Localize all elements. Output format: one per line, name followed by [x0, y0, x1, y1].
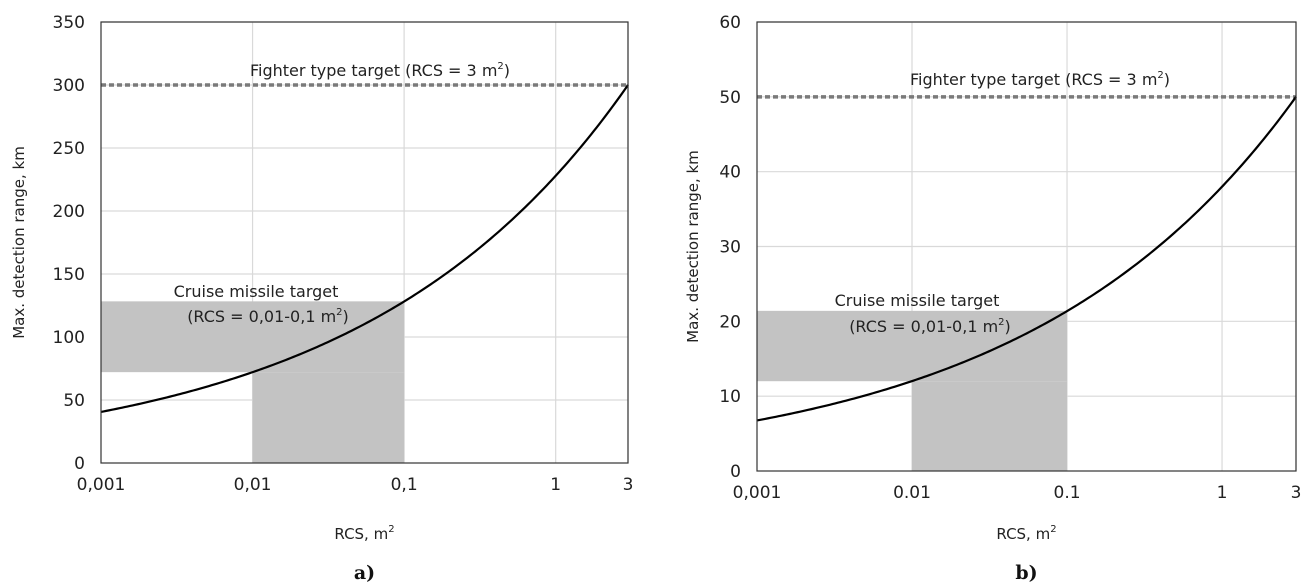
y-tick-label: 40 [719, 163, 741, 183]
plot-frame [756, 21, 1297, 472]
y-tick-label: 100 [53, 328, 85, 348]
y-tick-label: 250 [53, 139, 85, 159]
cruise-missile-rcs-label: (RCS = 0,01-0,1 m2) [849, 317, 1011, 336]
detection-range-curve [100, 84, 629, 414]
x-tick-label: 3 [623, 475, 634, 495]
y-tick-label: 150 [53, 265, 85, 285]
x-tick-label: 0,001 [77, 475, 126, 495]
x-tick-label: 0,01 [234, 475, 272, 495]
fighter-target-label: Fighter type target (RCS = 3 m2) [910, 70, 1170, 89]
x-tick-label: 0,1 [391, 475, 418, 495]
cruise-missile-label: Cruise missile target [835, 291, 1000, 310]
y-tick-label: 10 [719, 387, 741, 407]
x-tick-label: 0.1 [1054, 483, 1081, 503]
y-axis-title: Max. detection range, km [10, 146, 28, 339]
y-tick-label: 50 [719, 88, 741, 108]
cruise-missile-rcs-label: (RCS = 0,01-0,1 m2) [187, 307, 349, 326]
x-tick-label: 3 [1291, 483, 1302, 503]
chart-panel-a: 0 50 100 150 200 250 300 350 0,001 0,01 0,1 1 3 RCS, … [10, 13, 633, 584]
cruise-missile-rcs-band [252, 372, 405, 463]
detection-range-curve [756, 96, 1297, 422]
x-tick-label: 1 [1217, 483, 1228, 503]
cruise-missile-rcs-band [912, 381, 1068, 471]
x-axis-title: RCS, m2 [996, 524, 1056, 543]
cruise-missile-label: Cruise missile target [174, 282, 339, 301]
chart-panel-b: 0 10 20 30 40 50 60 0,001 0.01 0.1 1 3 RCS, m2 Max. d… [684, 13, 1301, 584]
panel-label: a) [354, 562, 375, 584]
y-tick-label: 300 [53, 76, 85, 96]
y-tick-label: 50 [63, 391, 85, 411]
y-tick-label: 200 [53, 202, 85, 222]
cruise-missile-range-band [757, 310, 1068, 382]
y-axis-title: Max. detection range, km [684, 150, 702, 343]
plot-frame [100, 21, 629, 464]
x-tick-label: 1 [550, 475, 561, 495]
y-tick-label: 350 [53, 13, 85, 33]
cruise-missile-range-band [101, 301, 405, 373]
x-tick-label: 0,001 [733, 483, 782, 503]
x-axis-title: RCS, m2 [334, 524, 394, 543]
x-tick-label: 0.01 [893, 483, 931, 503]
panel-label: b) [1015, 562, 1037, 584]
y-tick-label: 0 [730, 462, 741, 482]
y-tick-label: 0 [74, 454, 85, 474]
y-tick-label: 60 [719, 13, 741, 33]
y-tick-label: 30 [719, 238, 741, 258]
fighter-target-label: Fighter type target (RCS = 3 m2) [250, 61, 510, 80]
y-tick-label: 20 [719, 312, 741, 332]
